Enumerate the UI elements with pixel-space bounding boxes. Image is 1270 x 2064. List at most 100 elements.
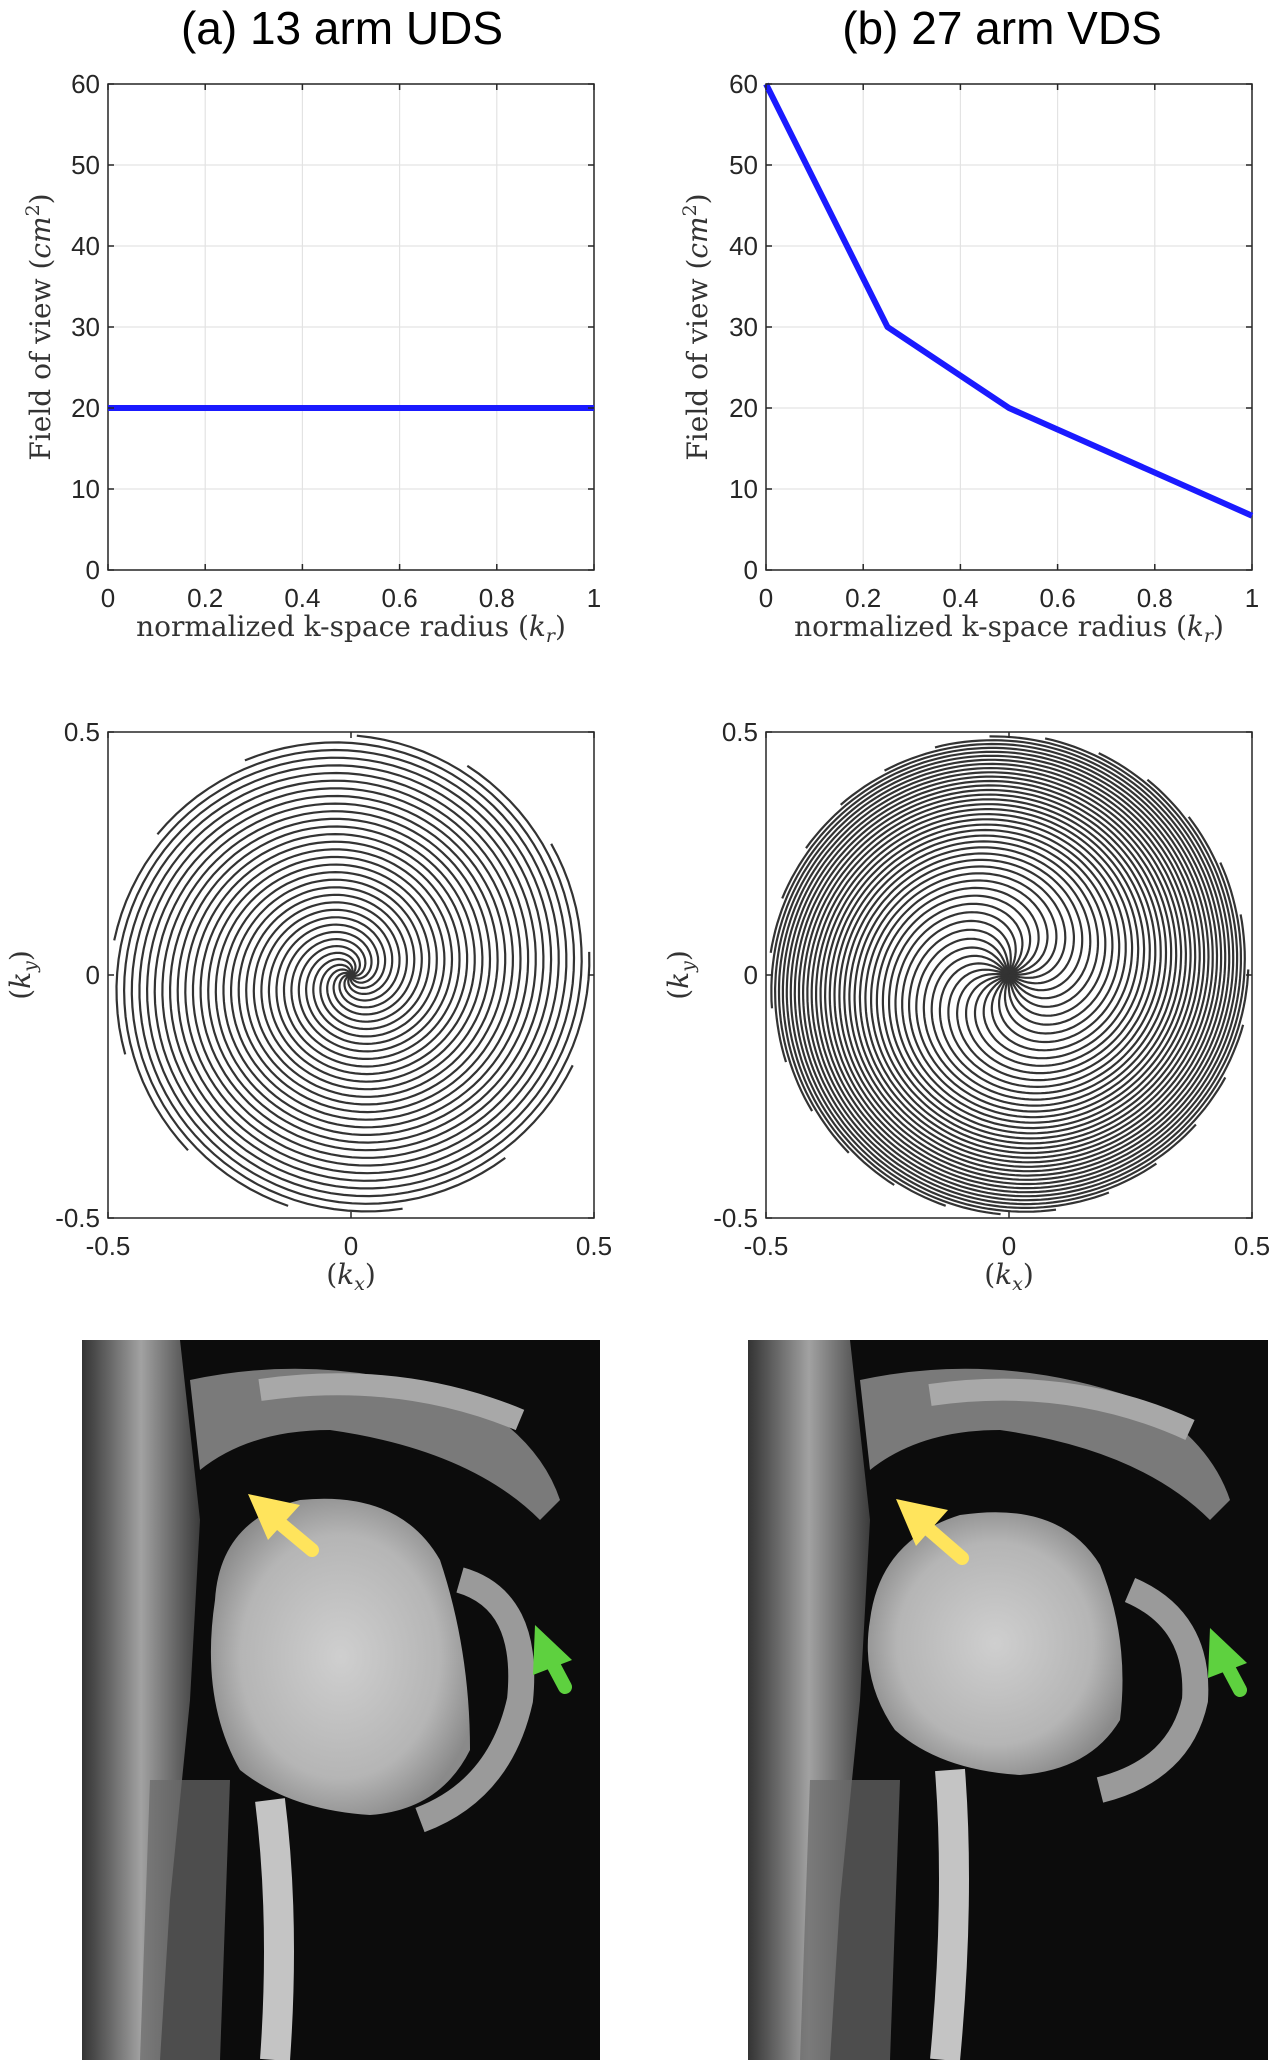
- spiral-arm: [838, 816, 1239, 1177]
- x-tick-label: 0.4: [284, 583, 320, 613]
- spiral-arm: [115, 764, 537, 1136]
- y-tick-label: 50: [71, 150, 100, 180]
- y-tick-label: 40: [71, 231, 100, 261]
- spiral-arm: [161, 810, 591, 1190]
- y-tick-label: 0: [744, 555, 758, 585]
- spiral-arm: [823, 823, 1250, 1190]
- x-tick-label: 0.2: [845, 583, 881, 613]
- spiral-arm: [858, 735, 1223, 1159]
- spiral-arm: [853, 737, 1227, 1164]
- x-tick-label: 0: [344, 1231, 358, 1261]
- spiral-arm: [145, 794, 507, 1205]
- spiral-arm: [828, 828, 1246, 1186]
- spiral-arm: [113, 756, 545, 1144]
- x-tick-label: -0.5: [86, 1231, 131, 1261]
- spiral-arm: [806, 803, 1158, 1206]
- spiral-arm: [130, 779, 522, 1207]
- spiral-arm: [839, 746, 1210, 1145]
- x-tick-label: 0.4: [942, 583, 978, 613]
- fov-b-grid: [765, 83, 1253, 571]
- spiral-arm: [191, 741, 560, 1159]
- traj-a-ylabel: (ky): [4, 950, 41, 1000]
- traj-a-xlabel: (kx): [326, 1258, 376, 1295]
- y-tick-label: 0.5: [64, 717, 100, 747]
- fov-a-xlabel: normalized k-space radius (kr): [136, 610, 566, 647]
- yellow-arrow-b: [896, 1499, 969, 1565]
- y-tick-label: 20: [71, 393, 100, 423]
- x-tick-label: 1: [1245, 583, 1259, 613]
- spiral-arm: [789, 784, 1168, 1207]
- spiral-arm: [176, 764, 576, 1175]
- y-tick-label: 30: [71, 312, 100, 342]
- spiral-arm: [833, 834, 1242, 1181]
- x-tick-label: -0.5: [744, 1231, 789, 1261]
- x-tick-label: 0: [759, 583, 773, 613]
- y-tick-label: 0.5: [722, 717, 758, 747]
- fov-b-xlabel: normalized k-space radius (kr): [794, 610, 1224, 647]
- spiral-arm: [153, 802, 574, 1198]
- yellow-arrow-a: [248, 1494, 319, 1557]
- fov-a-ylabel: Field of view (cm2): [22, 193, 57, 460]
- panel-b-title: (b) 27 arm VDS: [842, 2, 1162, 54]
- mri-image-a: [82, 1340, 600, 2060]
- x-tick-label: 0.6: [382, 583, 418, 613]
- fov-series-line: [763, 82, 1254, 519]
- traj-a-spiral-arms: [113, 734, 591, 1213]
- spiral-arm: [815, 812, 1227, 1198]
- y-tick-label: 60: [71, 69, 100, 99]
- y-tick-label: 10: [71, 474, 100, 504]
- spiral-arm: [864, 739, 1219, 1155]
- traj-b-ylabel: (ky): [662, 950, 699, 1000]
- y-tick-label: -0.5: [55, 1203, 100, 1233]
- fov-b-ylabel: Field of view (cm2): [679, 193, 714, 460]
- spiral-arm: [769, 758, 1197, 1130]
- x-tick-label: 0: [101, 583, 115, 613]
- spiral-arm: [770, 762, 1192, 1124]
- spiral-arm: [785, 779, 1173, 1186]
- traj-b-ticks: -0.5 0 0.5 -0.5 0 0.5: [713, 717, 1270, 1261]
- y-tick-label: 40: [729, 231, 758, 261]
- traj-b-spiral-arms: [769, 735, 1250, 1216]
- spiral-arm: [156, 748, 553, 1152]
- spiral-arm: [773, 766, 1188, 1119]
- y-tick-label: 20: [729, 393, 758, 423]
- x-tick-label: 0.2: [187, 583, 223, 613]
- x-tick-label: 0.6: [1040, 583, 1076, 613]
- spiral-arm: [870, 742, 1214, 1150]
- trajectory-chart-b: -0.5 0 0.5 -0.5 0 0.5 (kx) (ky): [662, 717, 1270, 1295]
- y-tick-label: -0.5: [713, 1203, 758, 1233]
- spiral-arm: [848, 752, 1231, 1168]
- spiral-arm: [797, 793, 1157, 1213]
- spiral-arm: [810, 808, 1197, 1202]
- x-tick-label: 0.8: [479, 583, 515, 613]
- spiral-arm: [801, 798, 1151, 1209]
- green-arrow-b: [1208, 1628, 1247, 1697]
- x-tick-label: 0.5: [576, 1231, 612, 1261]
- spiral-arm: [805, 750, 1206, 1140]
- spiral-arm: [819, 818, 1245, 1194]
- spiral-arm: [777, 771, 1183, 1113]
- y-tick-label: 30: [729, 312, 758, 342]
- mri-image-b: [748, 1340, 1268, 2060]
- traj-a-ticks: -0.5 0 0.5 -0.5 0 0.5: [55, 717, 612, 1261]
- x-tick-label: 0.5: [1234, 1231, 1270, 1261]
- y-tick-label: 0: [744, 960, 758, 990]
- fov-b-series: [763, 82, 1254, 519]
- spiral-arm: [793, 788, 1162, 1216]
- y-tick-label: 50: [729, 150, 758, 180]
- x-tick-label: 0: [1002, 1231, 1016, 1261]
- traj-b-xlabel: (kx): [984, 1258, 1034, 1295]
- x-tick-label: 1: [587, 583, 601, 613]
- y-tick-label: 0: [86, 555, 100, 585]
- spiral-arm: [781, 754, 1201, 1135]
- trajectory-chart-a: -0.5 0 0.5 -0.5 0 0.5 (kx) (ky): [4, 717, 612, 1295]
- spiral-arm: [781, 775, 1178, 1154]
- x-tick-label: 0.8: [1137, 583, 1173, 613]
- y-tick-label: 0: [86, 960, 100, 990]
- fov-a-grid: [107, 83, 595, 571]
